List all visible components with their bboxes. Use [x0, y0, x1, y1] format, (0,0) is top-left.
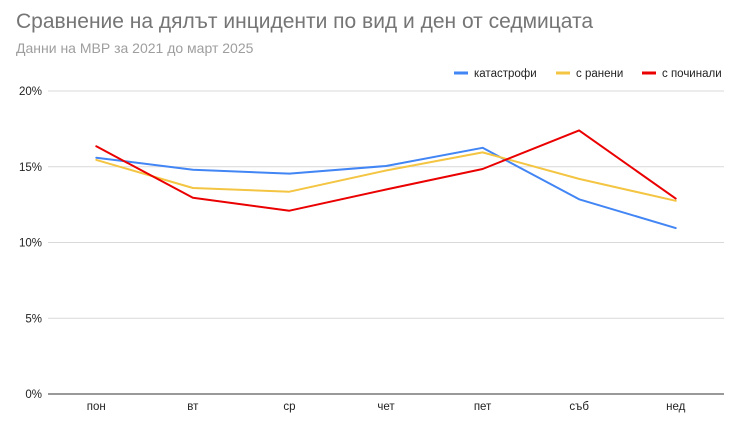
x-tick-label: пон [87, 401, 106, 413]
x-tick-label: нед [666, 401, 685, 413]
x-axis: пон вт ср чет пет съб нед [87, 401, 686, 413]
x-tick-label: вт [187, 401, 199, 413]
gridlines [48, 90, 724, 395]
series-lines [95, 129, 677, 230]
y-axis: 0% 5% 10% 15% 20% [19, 86, 42, 401]
series-line-1 [95, 151, 677, 202]
legend: катастрофи с ранени с починали [454, 68, 722, 80]
legend-label: катастрофи [474, 68, 537, 80]
x-tick-label: ср [283, 401, 295, 413]
y-tick-label: 15% [19, 162, 42, 174]
legend-label: с починали [662, 68, 722, 80]
x-tick-label: съб [569, 401, 589, 413]
series-line-0 [95, 146, 677, 230]
x-tick-label: пет [474, 401, 492, 413]
y-tick-label: 10% [19, 238, 42, 250]
legend-label: с ранени [576, 68, 623, 80]
y-tick-label: 5% [25, 313, 42, 325]
chart-subtitle: Данни на МВР за 2021 до март 2025 [16, 40, 254, 56]
series-line-2 [95, 129, 677, 212]
chart-title: Сравнение на дялът инциденти по вид и де… [16, 10, 594, 33]
x-tick-label: чет [377, 401, 395, 413]
y-tick-label: 0% [25, 389, 42, 401]
y-tick-label: 20% [19, 86, 42, 98]
